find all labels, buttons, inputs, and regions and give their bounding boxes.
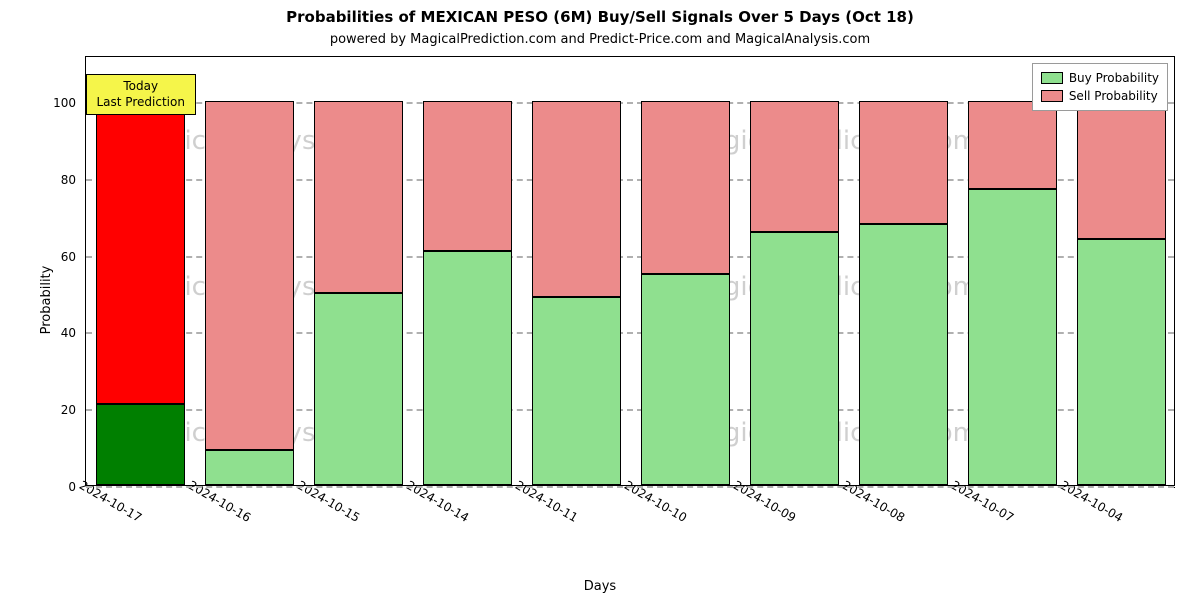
bar-buy	[641, 274, 730, 485]
bar-group	[859, 55, 948, 485]
y-tick-label: 40	[61, 326, 86, 340]
bar-buy	[423, 251, 512, 485]
bar-buy	[96, 404, 185, 485]
legend-swatch	[1041, 72, 1063, 84]
bar-sell	[968, 101, 1057, 189]
bar-sell	[96, 101, 185, 404]
legend-item: Sell Probability	[1041, 87, 1159, 105]
y-tick-label: 60	[61, 250, 86, 264]
bar-buy	[859, 224, 948, 485]
annotation-line1: Today	[97, 79, 185, 95]
bar-group	[968, 55, 1057, 485]
legend-item: Buy Probability	[1041, 69, 1159, 87]
chart-title: Probabilities of MEXICAN PESO (6M) Buy/S…	[0, 8, 1200, 26]
bar-sell	[641, 101, 730, 274]
bar-sell	[532, 101, 621, 297]
bar-group	[96, 55, 185, 485]
bar-sell	[859, 101, 948, 224]
y-axis-label: Probability	[39, 266, 54, 335]
bar-buy	[532, 297, 621, 485]
legend-swatch	[1041, 90, 1063, 102]
x-axis-label: Days	[0, 579, 1200, 594]
chart-container: Probabilities of MEXICAN PESO (6M) Buy/S…	[0, 0, 1200, 600]
bar-group	[1077, 55, 1166, 485]
bar-group	[641, 55, 730, 485]
bar-sell	[1077, 101, 1166, 239]
legend: Buy ProbabilitySell Probability	[1032, 63, 1168, 111]
plot-area: MagicalPrediction.comMagicalAnalysis.com…	[85, 56, 1175, 486]
bar-sell	[750, 101, 839, 232]
bar-group	[205, 55, 294, 485]
legend-label: Sell Probability	[1069, 87, 1158, 105]
bar-sell	[205, 101, 294, 450]
today-annotation: TodayLast Prediction	[86, 74, 196, 115]
bar-buy	[1077, 239, 1166, 485]
bar-buy	[968, 189, 1057, 485]
annotation-line2: Last Prediction	[97, 95, 185, 111]
bar-group	[532, 55, 621, 485]
y-tick-label: 100	[53, 96, 86, 110]
bar-group	[750, 55, 839, 485]
bar-sell	[314, 101, 403, 293]
bar-buy	[314, 293, 403, 485]
y-tick-label: 80	[61, 173, 86, 187]
bar-group	[423, 55, 512, 485]
bar-buy	[205, 450, 294, 485]
bar-group	[314, 55, 403, 485]
bar-sell	[423, 101, 512, 251]
bar-buy	[750, 232, 839, 485]
legend-label: Buy Probability	[1069, 69, 1159, 87]
chart-subtitle: powered by MagicalPrediction.com and Pre…	[0, 32, 1200, 47]
y-tick-label: 20	[61, 403, 86, 417]
grid-line	[86, 486, 1174, 488]
